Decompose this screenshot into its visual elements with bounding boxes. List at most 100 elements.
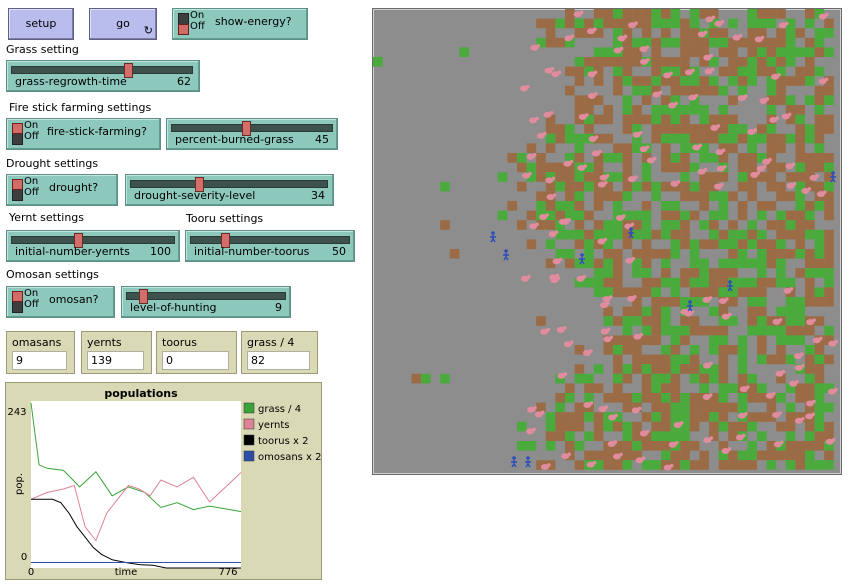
- sheep-icon: [639, 429, 650, 437]
- slider-knob[interactable]: [74, 233, 83, 248]
- monitor-grass: grass / 4 82: [241, 331, 318, 374]
- show-energy-switch[interactable]: On Off show-energy?: [172, 8, 308, 40]
- go-button[interactable]: go ↻: [89, 8, 157, 40]
- sheep-icon: [775, 369, 786, 377]
- switch-on-label: On: [24, 120, 39, 131]
- sheep-icon: [577, 164, 588, 172]
- switch-track: [178, 13, 189, 35]
- sheep-icon: [544, 66, 555, 74]
- sheep-icon: [557, 372, 568, 379]
- slider-value: 62: [177, 75, 191, 88]
- slider-knob[interactable]: [221, 233, 230, 248]
- monitor-value: 9: [12, 351, 67, 370]
- sheep-icon: [652, 90, 663, 98]
- sheep-icon: [586, 27, 597, 35]
- sheep-icon: [818, 77, 829, 85]
- person-icon: [628, 227, 634, 239]
- sheep-icon: [588, 135, 599, 142]
- sheep-icon: [583, 401, 594, 408]
- plot-lines: [30, 403, 242, 569]
- fire-stick-switch[interactable]: On Off fire-stick-farming?: [6, 118, 161, 150]
- monitor-label: yernts: [87, 336, 122, 349]
- sheep-icon: [615, 214, 626, 222]
- sheep-icon: [639, 58, 650, 65]
- plot-legend: grass / 4 yernts toorus x 2 omosans x 2: [243, 402, 322, 463]
- sheep-icon: [688, 93, 699, 101]
- slider-track: [171, 121, 333, 136]
- sheep-icon: [801, 187, 812, 194]
- slider-label: drought-severity-level: [134, 189, 256, 202]
- sheep-icon: [540, 463, 551, 470]
- switch-knob: [12, 123, 23, 134]
- person-icon: [511, 456, 517, 468]
- sheep-icon: [633, 332, 644, 340]
- sheep-icon: [639, 45, 650, 53]
- drought-switch[interactable]: On Off drought?: [6, 174, 118, 206]
- sheep-icon: [587, 70, 598, 78]
- sheep-icon: [617, 34, 628, 42]
- plot-title: populations: [104, 387, 178, 400]
- sheep-icon: [540, 327, 551, 335]
- sheep-icon: [561, 217, 572, 225]
- monitor-label: omasans: [12, 336, 62, 349]
- legend-label: toorus x 2: [258, 436, 308, 447]
- initial-yernts-slider[interactable]: initial-number-yernts 100: [6, 230, 180, 262]
- percent-burned-slider[interactable]: percent-burned-grass 45: [166, 118, 338, 150]
- initial-toorus-slider[interactable]: initial-number-toorus 50: [185, 230, 355, 262]
- sheep-icon: [556, 326, 567, 333]
- sheep-icon: [765, 391, 776, 399]
- forever-icon: ↻: [143, 24, 153, 37]
- sheep-icon: [603, 335, 614, 343]
- slider-knob[interactable]: [139, 289, 148, 304]
- grass-regrowth-slider[interactable]: grass-regrowth-time 62: [6, 60, 200, 92]
- sheep-icon: [539, 213, 549, 220]
- legend-label: omosans x 2: [258, 452, 321, 463]
- sheep-icon: [597, 237, 608, 245]
- slider-value: 34: [311, 189, 325, 202]
- world-svg: [373, 9, 839, 471]
- sheep-icon: [536, 131, 547, 139]
- sheep-icon: [563, 160, 574, 167]
- slider-knob[interactable]: [124, 63, 133, 78]
- sheep-icon: [702, 393, 713, 400]
- sheep-icon: [587, 92, 598, 99]
- person-icon: [525, 456, 531, 468]
- world-view[interactable]: [372, 8, 842, 475]
- person-icon: [727, 280, 733, 292]
- section-drought-title: Drought settings: [6, 157, 99, 170]
- slider-label: grass-regrowth-time: [15, 75, 127, 88]
- plot-svg: populations 243 0 pop. 0 time 776 grass …: [7, 387, 322, 578]
- sheep-icon: [754, 35, 765, 43]
- sheep-icon: [735, 433, 746, 441]
- drought-severity-slider[interactable]: drought-severity-level 34: [125, 174, 334, 206]
- sheep-icon: [548, 230, 559, 238]
- sheep-icon: [670, 180, 681, 187]
- sheep-icon: [816, 190, 827, 198]
- omosan-switch[interactable]: On Off omosan?: [6, 286, 115, 318]
- slider-knob[interactable]: [195, 177, 204, 192]
- slider-knob[interactable]: [242, 121, 251, 136]
- monitor-value: 139: [87, 351, 144, 370]
- person-icon: [490, 231, 496, 243]
- x-min-label: 0: [28, 567, 34, 578]
- sheep-icon: [805, 399, 816, 407]
- sheep-icon: [576, 275, 587, 282]
- sheep-icon: [527, 406, 537, 413]
- sheep-icon: [526, 427, 536, 435]
- sheep-icon: [825, 437, 836, 445]
- level-hunting-slider[interactable]: level-of-hunting 9: [121, 286, 291, 318]
- person-icon: [503, 249, 509, 261]
- sheep-icon: [607, 440, 618, 447]
- sheep-icon: [704, 67, 715, 75]
- switch-off-label: Off: [24, 131, 39, 142]
- setup-button[interactable]: setup: [8, 8, 74, 40]
- monitor-value: 82: [247, 351, 310, 370]
- sheep-icon: [545, 176, 556, 184]
- sheep-icon: [713, 182, 724, 190]
- legend-label: yernts: [258, 420, 289, 431]
- sheep-icon: [591, 149, 602, 157]
- sheep-icon: [809, 174, 820, 181]
- slider-value: 9: [275, 301, 282, 314]
- sheep-icon: [673, 421, 684, 428]
- series-line-0: [30, 403, 242, 513]
